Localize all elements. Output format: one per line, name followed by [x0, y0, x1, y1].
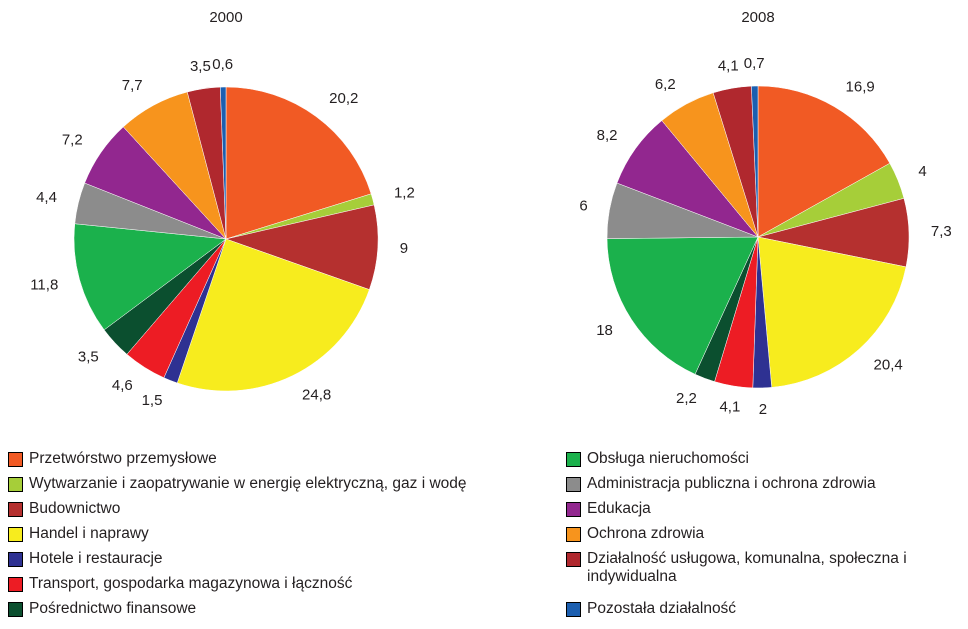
data-label: 7,2 [62, 131, 83, 148]
legend-swatch [8, 527, 23, 542]
data-label: 24,8 [302, 386, 331, 403]
pie-slice [73, 223, 227, 331]
legend-item: Pośrednictwo finansowe [8, 600, 558, 625]
legend-label: Ochrona zdrowia [587, 525, 705, 542]
legend-swatch [566, 477, 581, 492]
data-label: 4,1 [719, 399, 740, 416]
data-label: 4,4 [36, 189, 57, 206]
legend-label: Pozostała działalność [587, 600, 737, 617]
legend-swatch [566, 527, 581, 542]
legend-label: Działalność usługowa, komunalna, społecz… [587, 550, 907, 585]
legend: Przetwórstwo przemysłowe Wytwarzanie i za… [8, 450, 558, 625]
data-label: 3,5 [78, 349, 99, 366]
legend-label: Wytwarzanie i zaopatrywanie w energię el… [29, 475, 467, 492]
data-label: 4,6 [112, 377, 133, 394]
data-label: 16,9 [846, 79, 875, 96]
legend-item: Przetwórstwo przemysłowe [8, 450, 558, 475]
data-label: 3,5 [190, 58, 211, 75]
legend-item: Ochrona zdrowia [566, 525, 956, 550]
chart-title: 2008 [741, 9, 774, 26]
data-label: 11,8 [30, 276, 58, 293]
legend-swatch [566, 452, 581, 467]
legend-label: Budownictwo [29, 500, 121, 517]
legend-swatch [8, 577, 23, 592]
legend-swatch [566, 602, 581, 617]
data-label: 8,2 [597, 127, 618, 144]
data-label: 2 [759, 401, 767, 418]
pie-slice [606, 236, 759, 375]
data-label: 9 [400, 240, 408, 257]
data-label: 20,2 [329, 90, 358, 107]
legend-label: Edukacja [587, 500, 651, 517]
legend-item: Wytwarzanie i zaopatrywanie w energię el… [8, 475, 558, 500]
legend-item: Administracja publiczna i ochrona zdrowi… [566, 475, 956, 500]
legend-item: Pozostała działalność [566, 600, 956, 625]
data-label: 1,2 [394, 185, 415, 202]
data-label: 6 [579, 197, 587, 214]
legend-item: Obsługa nieruchomości [566, 450, 956, 475]
legend-label: Pośrednictwo finansowe [29, 600, 197, 617]
data-label: 0,7 [744, 55, 765, 72]
legend-item: Działalność usługowa, komunalna, społecz… [566, 550, 956, 600]
legend-swatch [566, 502, 581, 517]
pie-slice [225, 204, 379, 290]
legend-label: Przetwórstwo przemysłowe [29, 450, 217, 467]
pie-slice [176, 238, 370, 392]
data-label: 6,2 [655, 76, 676, 93]
legend-label: Handel i naprawy [29, 525, 149, 542]
data-label: 7,7 [122, 77, 143, 94]
legend-swatch [8, 502, 23, 517]
legend-label: Administracja publiczna i ochrona zdrowi… [587, 475, 876, 492]
pie-slice [757, 236, 907, 388]
legend-swatch [8, 552, 23, 567]
data-label: 7,3 [931, 223, 952, 240]
pie-slice [225, 86, 372, 240]
legend-swatch [8, 602, 23, 617]
legend-swatch [8, 477, 23, 492]
legend-item: Edukacja [566, 500, 956, 525]
legend-item: Transport, gospodarka magazynowa i łączn… [8, 575, 558, 600]
legend-label: Hotele i restauracje [29, 550, 163, 567]
legend-swatch [566, 552, 581, 567]
chart: 2000 20,2 1,2 9 24,8 1,5 4,6 3,5 11,8 4,4 7,2 7,7 3,… [30, 9, 952, 418]
data-label: 4 [918, 163, 926, 180]
legend-label: Obsługa nieruchomości [587, 450, 749, 467]
legend-label: Transport, gospodarka magazynowa i łączn… [29, 575, 353, 592]
legend: Obsługa nieruchomości Administracja publi… [566, 450, 956, 625]
legend-item: Hotele i restauracje [8, 550, 558, 575]
data-label: 2,2 [676, 390, 697, 407]
data-label: 18 [596, 322, 613, 339]
pie-slice [751, 85, 759, 238]
legend-item: Handel i naprawy [8, 525, 558, 550]
legend-swatch [8, 452, 23, 467]
data-label: 20,4 [874, 357, 903, 374]
data-label: 4,1 [718, 58, 739, 75]
chart-title: 2000 [209, 9, 242, 26]
pie-slice [220, 86, 227, 240]
pie-slice [757, 85, 891, 238]
data-label: 1,5 [142, 392, 163, 409]
legend-item: Budownictwo [8, 500, 558, 525]
data-label: 0,6 [212, 56, 233, 73]
